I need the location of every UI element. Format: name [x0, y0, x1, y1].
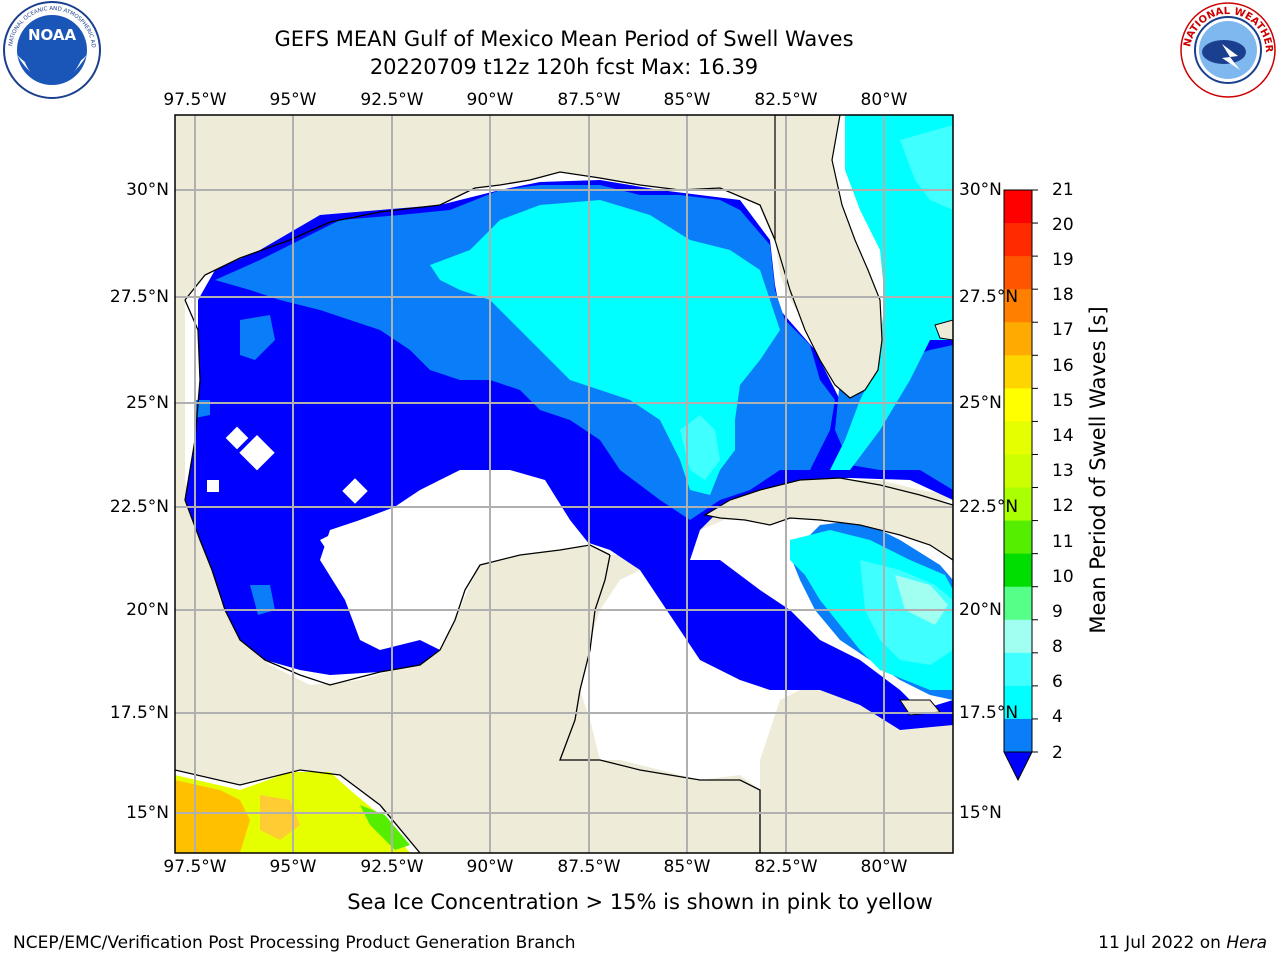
- cuba: [703, 477, 953, 561]
- map-frame: [174, 114, 954, 854]
- lat-label-right: 27.5°N: [959, 287, 1019, 307]
- colorbar-swatch: [1004, 355, 1032, 389]
- colorbar-swatch: [1004, 223, 1032, 257]
- noaa-logo: NOAA NATIONAL OCEANIC AND ATMOSPHERIC AD…: [2, 0, 101, 99]
- chart-title-line2: 20220709 t12z 120h fcst Max: 16.39: [369, 55, 759, 79]
- bahamas: [934, 319, 953, 341]
- colorbar-tick-label: 6: [1052, 672, 1063, 692]
- nws-logo: NATIONAL WEATHER SERVICE: [1178, 0, 1276, 98]
- swell-8-9: [900, 125, 953, 210]
- sea-ice-note: Sea Ice Concentration > 15% is shown in …: [347, 890, 933, 914]
- lon-label-top: 90°W: [466, 90, 514, 110]
- lat-label-left: 22.5°N: [109, 497, 169, 517]
- colorbar-tick-label: 17: [1052, 320, 1074, 340]
- colorbar-swatch: [1004, 256, 1032, 290]
- colorbar-swatch: [1004, 652, 1032, 687]
- colorbar-swatch: [1004, 190, 1032, 224]
- lon-label-bottom: 82.5°W: [754, 857, 818, 877]
- lon-label-bottom: 95°W: [269, 857, 317, 877]
- lon-label-bottom: 92.5°W: [360, 857, 424, 877]
- missing-patch: [239, 435, 275, 471]
- lat-label-right: 25°N: [959, 393, 1002, 413]
- graticule: [175, 115, 953, 853]
- colorbar-swatch: [1004, 388, 1032, 422]
- lon-label-top: 82.5°W: [754, 90, 818, 110]
- lat-label-right: 30°N: [959, 180, 1002, 200]
- colorbar-swatch: [1004, 520, 1032, 555]
- colorbar-tick-label: 15: [1052, 391, 1074, 411]
- colorbar-tick-label: 21: [1052, 180, 1074, 200]
- lat-label-left: 20°N: [126, 600, 169, 620]
- colorbar-tick-label: 10: [1052, 567, 1074, 587]
- lat-label-left: 17.5°N: [109, 703, 169, 723]
- swell-16-17: [260, 795, 300, 840]
- colorbar-tick-label: 19: [1052, 250, 1074, 270]
- swell-4-6: [240, 315, 275, 360]
- missing-patch: [342, 478, 368, 504]
- footer-credit: NCEP/EMC/Verification Post Processing Pr…: [13, 933, 576, 953]
- svg-text:NOAA: NOAA: [28, 26, 77, 44]
- swell-4-6: [195, 400, 210, 418]
- lon-label-top: 97.5°W: [163, 90, 227, 110]
- lat-label-right: 15°N: [959, 803, 1002, 823]
- lon-label-top: 80°W: [860, 90, 908, 110]
- swell-4-6: [250, 585, 275, 615]
- colorbar-tick-label: 13: [1052, 461, 1074, 481]
- colorbar: [1003, 189, 1038, 782]
- colorbar-swatch: [1004, 322, 1032, 356]
- florida-peninsula: [774, 115, 883, 399]
- lon-label-top: 92.5°W: [360, 90, 424, 110]
- lon-label-bottom: 85°W: [663, 857, 711, 877]
- footer-date: 11 Jul 2022 on Hera: [1098, 933, 1267, 953]
- colorbar-swatch: [1004, 454, 1032, 489]
- colorbar-swatch: [1004, 487, 1032, 522]
- coastline: [184, 299, 611, 686]
- lon-label-top: 85°W: [663, 90, 711, 110]
- lon-label-top: 87.5°W: [557, 90, 621, 110]
- colorbar-tick-label: 16: [1052, 356, 1074, 376]
- colorbar-swatch: [1004, 718, 1032, 753]
- missing-west-gulf: [320, 470, 590, 645]
- lat-label-right: 20°N: [959, 600, 1002, 620]
- colorbar-tick-label: 20: [1052, 215, 1074, 235]
- colorbar-tick-label: 14: [1052, 426, 1074, 446]
- chart-title-line1: GEFS MEAN Gulf of Mexico Mean Period of …: [274, 27, 854, 51]
- colorbar-swatch: [1004, 553, 1032, 588]
- lon-label-top: 95°W: [269, 90, 317, 110]
- missing-patch: [207, 480, 219, 492]
- swell-10-11: [360, 805, 410, 850]
- lat-label-left: 15°N: [126, 803, 169, 823]
- swell-16-17: [175, 780, 250, 853]
- colorbar-swatch: [1004, 619, 1032, 654]
- colorbar-swatch: [1004, 685, 1032, 720]
- lat-label-right: 17.5°N: [959, 703, 1019, 723]
- footer-host: Hera: [1226, 933, 1267, 953]
- colorbar-tick-label: 4: [1052, 707, 1063, 727]
- lat-label-left: 30°N: [126, 180, 169, 200]
- colorbar-tick-label: 9: [1052, 602, 1063, 622]
- colorbar-swatch: [1004, 586, 1032, 621]
- colorbar-frame: [1003, 189, 1033, 752]
- swell-6-8: [830, 115, 953, 470]
- footer-date-text: 11 Jul 2022 on: [1098, 933, 1227, 953]
- lon-label-bottom: 90°W: [466, 857, 514, 877]
- lon-label-bottom: 97.5°W: [163, 857, 227, 877]
- colorbar-swatch: [1004, 289, 1032, 323]
- colorbar-tick-label: 11: [1052, 532, 1074, 552]
- swell-8-9: [680, 415, 720, 480]
- lat-label-left: 27.5°N: [109, 287, 169, 307]
- colorbar-extend-triangle: [1003, 751, 1033, 782]
- colorbar-tick-label: 18: [1052, 285, 1074, 305]
- lat-label-right: 22.5°N: [959, 497, 1019, 517]
- lat-label-left: 25°N: [126, 393, 169, 413]
- colorbar-tick-label: 2: [1052, 743, 1063, 763]
- lon-label-bottom: 80°W: [860, 857, 908, 877]
- swell-9-10: [895, 575, 948, 625]
- lon-label-bottom: 87.5°W: [557, 857, 621, 877]
- colorbar-tick-label: 12: [1052, 496, 1074, 516]
- colorbar-title: Mean Period of Swell Waves [s]: [1086, 306, 1110, 634]
- colorbar-tick-label: 8: [1052, 637, 1063, 657]
- colorbar-swatch: [1004, 421, 1032, 455]
